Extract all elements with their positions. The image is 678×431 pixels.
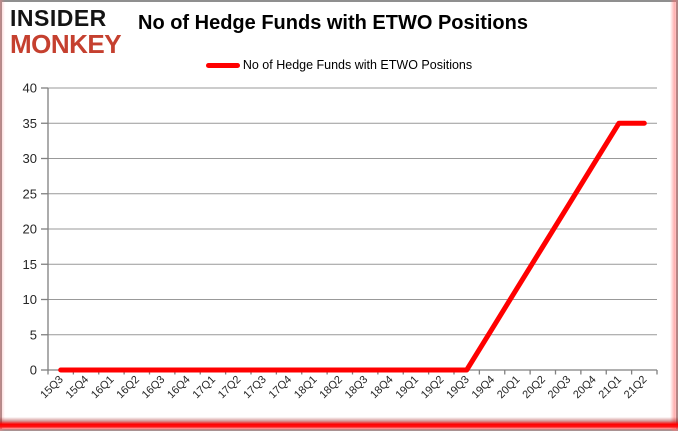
y-tick-label: 25 (23, 186, 37, 201)
legend: No of Hedge Funds with ETWO Positions (0, 56, 678, 74)
x-tick-label: 19Q4 (470, 374, 498, 402)
x-tick-label: 20Q4 (571, 374, 599, 402)
x-tick-label: 18Q1 (292, 374, 320, 402)
x-tick-label: 19Q1 (394, 374, 422, 402)
x-tick-label: 17Q3 (241, 374, 269, 402)
x-tick-label: 17Q2 (216, 374, 244, 402)
insider-monkey-logo: INSIDER MONKEY (10, 5, 122, 59)
x-tick-label: 20Q1 (495, 374, 523, 402)
legend-line-swatch (205, 62, 240, 68)
x-tick-label: 19Q2 (419, 374, 447, 402)
x-tick-label: 15Q3 (38, 374, 66, 402)
x-tick-label: 21Q1 (597, 374, 625, 402)
x-tick-label: 20Q3 (546, 374, 574, 402)
y-tick-label: 0 (30, 363, 37, 378)
y-tick-label: 5 (30, 327, 37, 342)
x-tick-label: 17Q1 (191, 374, 219, 402)
x-tick-label: 18Q4 (368, 374, 396, 402)
y-tick-label: 20 (23, 222, 37, 237)
y-tick-label: 35 (23, 116, 37, 131)
y-tick-label: 10 (23, 292, 37, 307)
logo-insider-text: INSIDER (10, 5, 107, 31)
x-tick-label: 21Q2 (622, 374, 650, 402)
x-tick-label: 18Q3 (343, 374, 371, 402)
x-tick-label: 18Q2 (317, 374, 345, 402)
logo-monkey-text: MONKEY (10, 29, 122, 59)
x-tick-label: 16Q4 (165, 374, 193, 402)
x-tick-label: 16Q3 (140, 374, 168, 402)
y-tick-label: 15 (23, 257, 37, 272)
y-tick-label: 30 (23, 151, 37, 166)
x-tick-label: 16Q1 (89, 374, 117, 402)
x-tick-label: 16Q2 (114, 374, 142, 402)
y-tick-label: 40 (23, 81, 37, 96)
chart-title: No of Hedge Funds with ETWO Positions (138, 12, 528, 34)
x-tick-label: 17Q4 (267, 374, 295, 402)
x-tick-label: 15Q4 (64, 374, 92, 402)
legend-label: No of Hedge Funds with ETWO Positions (242, 58, 473, 72)
series-line (58, 120, 647, 373)
x-tick-label: 20Q2 (520, 374, 548, 402)
x-tick-label: 19Q3 (444, 374, 472, 402)
